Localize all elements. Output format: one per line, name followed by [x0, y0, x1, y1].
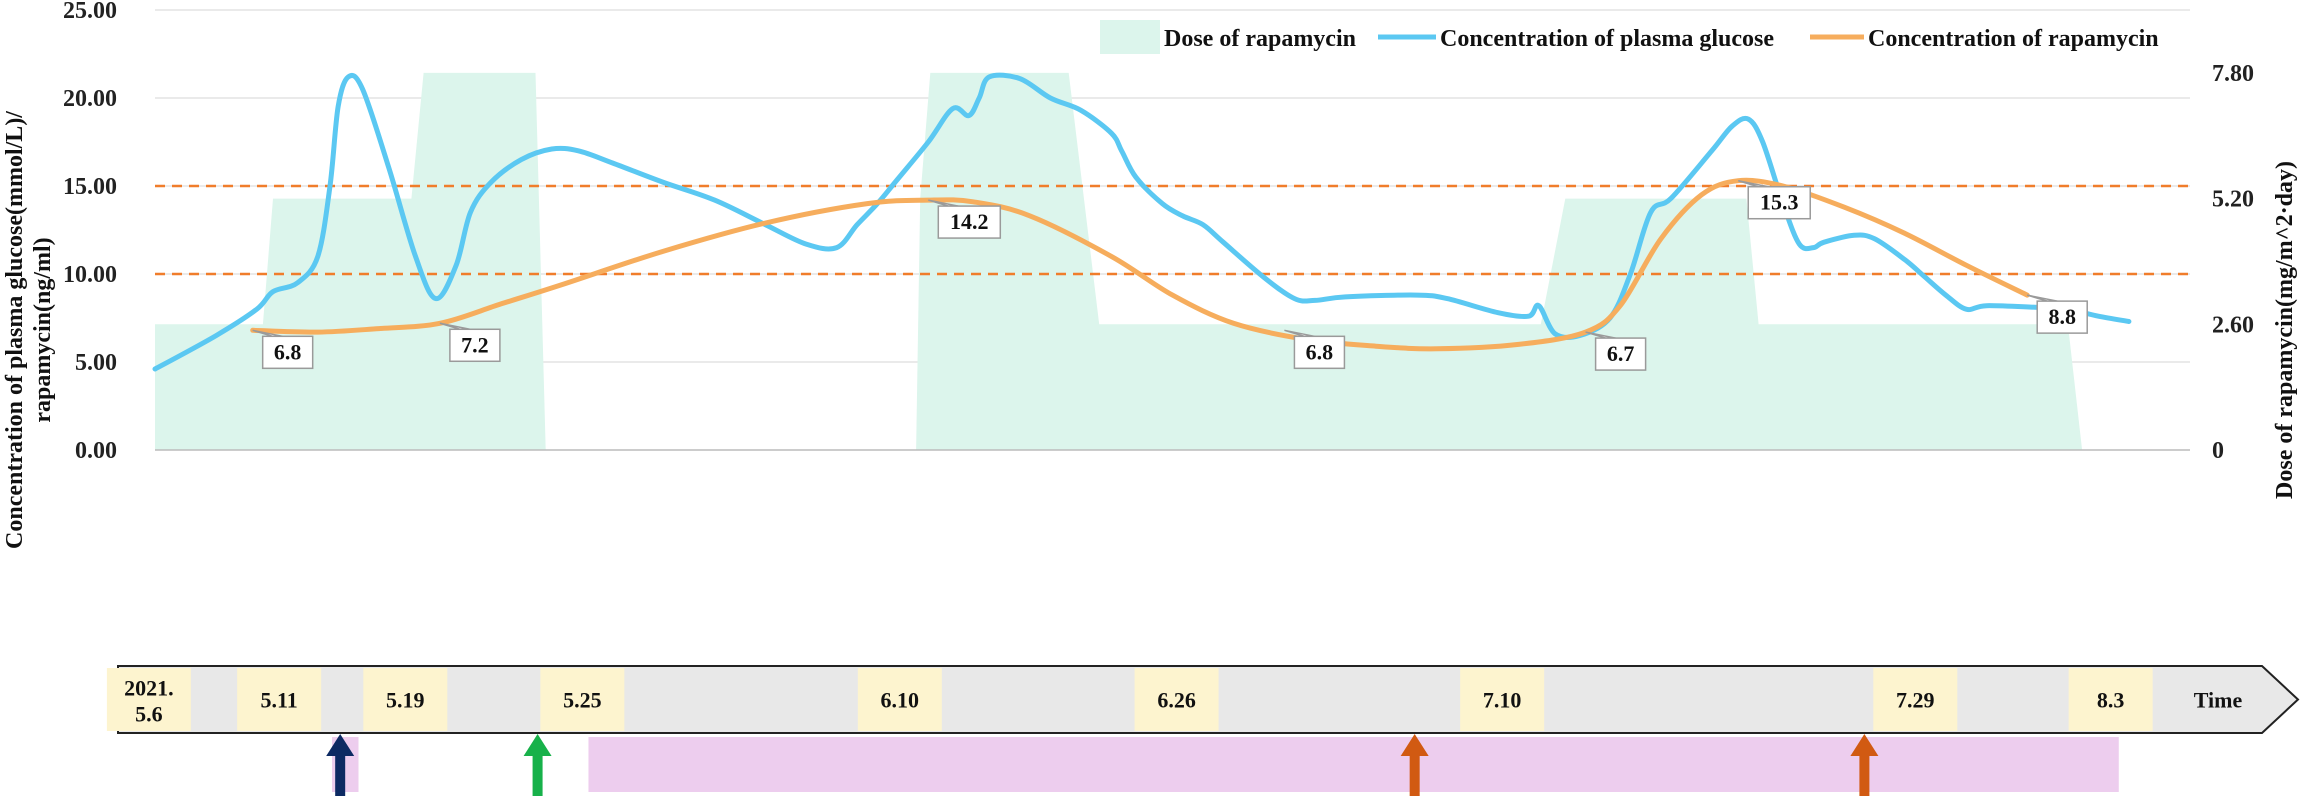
timeline-date: 5.11: [237, 668, 322, 731]
event-arrow-shaft: [1409, 752, 1420, 796]
timeline-date-box: [363, 668, 448, 731]
data-label-box: [1747, 185, 1811, 220]
timeline-date-box: [857, 668, 942, 731]
data-label-text: 6.8: [1306, 339, 1334, 364]
timeline-date-text: 6.10: [881, 688, 920, 713]
y-right-title: Dose of rapamycin(mg/m^2·day): [2272, 161, 2298, 499]
data-label: 15.3: [1738, 179, 1811, 220]
y-left-title: Concentration of plasma glucose(mmol/L)/…: [2, 111, 56, 549]
data-label-box: [1293, 335, 1346, 370]
data-label-box: [449, 328, 501, 363]
legend-dose-swatch: [1100, 20, 1160, 54]
event-arrow: [1850, 734, 1879, 796]
timeline-date-box: [540, 668, 625, 731]
legend-glucose-label: Concentration of plasma glucose: [1440, 26, 1774, 52]
event-arrow-head: [1850, 734, 1879, 756]
y-right-tick-label: 5.20: [2212, 187, 2254, 213]
timeline-date: 2021.5.6: [106, 668, 191, 731]
event-arrow: [523, 734, 552, 796]
event-arrow-head: [1400, 734, 1429, 756]
timeline-date-text: 8.3: [2097, 688, 2125, 713]
y-right-tick-label: 0: [2212, 438, 2224, 464]
legend-rapamycin-label: Concentration of rapamycin: [1868, 26, 2159, 52]
timeline-date: 7.29: [1873, 668, 1958, 731]
data-label: 7.2: [439, 322, 501, 363]
rapamycin-line: [250, 177, 2030, 352]
timeline-date: 5.25: [540, 668, 625, 731]
timeline-date-text: 5.6: [135, 702, 163, 727]
axes-layer: 0.00 5.00 10.00 15.00 20.00 25.00 0 2.60 5.20 7.8…: [63, 0, 2254, 464]
data-labels-layer: 6.8 7.2 14.2 6.8 6.7 15.3 8.8: [252, 179, 2088, 371]
event-arrow-shaft: [1859, 752, 1870, 796]
y-left-title-line2: rapamycin(ng/ml): [30, 237, 56, 422]
data-label-box: [2036, 300, 2088, 334]
timeline: 2021.5.6 5.11 5.19 5.25 6.10 6.26 7.10 7.29 8.3 T…: [106, 665, 2300, 796]
data-label: 6.8: [252, 329, 314, 370]
data-label: 6.8: [1284, 329, 1346, 370]
timeline-date-text: 5.25: [563, 688, 602, 713]
data-label: 14.2: [928, 199, 1002, 239]
event-arrow-head: [326, 734, 355, 756]
timeline-date-text: 7.10: [1483, 688, 1522, 713]
event-arrow-shaft: [335, 752, 346, 796]
y-left-tick-label: 5.00: [75, 350, 117, 376]
glucose-line: [152, 72, 2132, 372]
y-right-tick-label: 7.80: [2212, 61, 2254, 87]
timeline-date-box: [2068, 668, 2153, 731]
series-lines-layer: [152, 72, 2132, 372]
timeline-date: 6.26: [1134, 668, 1219, 731]
timeline-date-text: 2021.: [124, 676, 174, 701]
timeline-date-box: [1134, 668, 1219, 731]
timeline-date: 8.3: [2068, 668, 2153, 731]
data-label-box: [261, 335, 314, 370]
data-label-text: 14.2: [950, 209, 989, 234]
data-label-pointer: [2026, 294, 2058, 302]
y-left-tick-label: 25.00: [63, 0, 117, 24]
timeline-date-text: 6.26: [1157, 688, 1196, 713]
timeline-date: 6.10: [857, 668, 942, 731]
timeline-date-box: [1460, 668, 1545, 731]
event-arrow: [1400, 734, 1429, 796]
legend-dose-label: Dose of rapamycin: [1164, 26, 1356, 52]
timeline-date-box: [237, 668, 322, 731]
y-left-tick-label: 10.00: [63, 262, 117, 288]
timeline-end-label: Time: [2194, 688, 2243, 713]
treatment-band: [588, 737, 2119, 792]
y-left-title-line1: Concentration of plasma glucose(mmol/L)/: [2, 111, 28, 549]
timeline-date-box: [106, 668, 191, 731]
data-label-box: [1594, 337, 1647, 371]
y-left-tick-label: 0.00: [75, 438, 117, 464]
timeline-date: 7.10: [1460, 668, 1545, 731]
event-arrow: [326, 734, 355, 796]
event-arrow-head: [523, 734, 552, 756]
timeline-date-text: 7.29: [1896, 688, 1935, 713]
data-label-text: 6.8: [274, 339, 302, 364]
y-right-tick-label: 2.60: [2212, 312, 2254, 338]
timeline-date: 5.19: [363, 668, 448, 731]
data-label: 6.7: [1585, 331, 1647, 371]
data-label-box: [937, 205, 1002, 239]
event-arrow-shaft: [532, 752, 543, 796]
timeline-date-text: 5.19: [386, 688, 425, 713]
timeline-date-text: 5.11: [260, 688, 297, 713]
data-label-text: 15.3: [1760, 190, 1799, 215]
y-left-tick-label: 15.00: [63, 174, 117, 200]
data-label: 8.8: [2026, 294, 2088, 334]
data-label-text: 7.2: [461, 332, 489, 357]
data-label-text: 8.8: [2048, 304, 2076, 329]
y-left-tick-label: 20.00: [63, 86, 117, 112]
legend: Dose of rapamycin Concentration of plasm…: [1100, 20, 2159, 54]
y-right-title-text: Dose of rapamycin(mg/m^2·day): [2272, 161, 2298, 499]
timeline-date-box: [1873, 668, 1958, 731]
data-label-text: 6.7: [1607, 341, 1635, 366]
